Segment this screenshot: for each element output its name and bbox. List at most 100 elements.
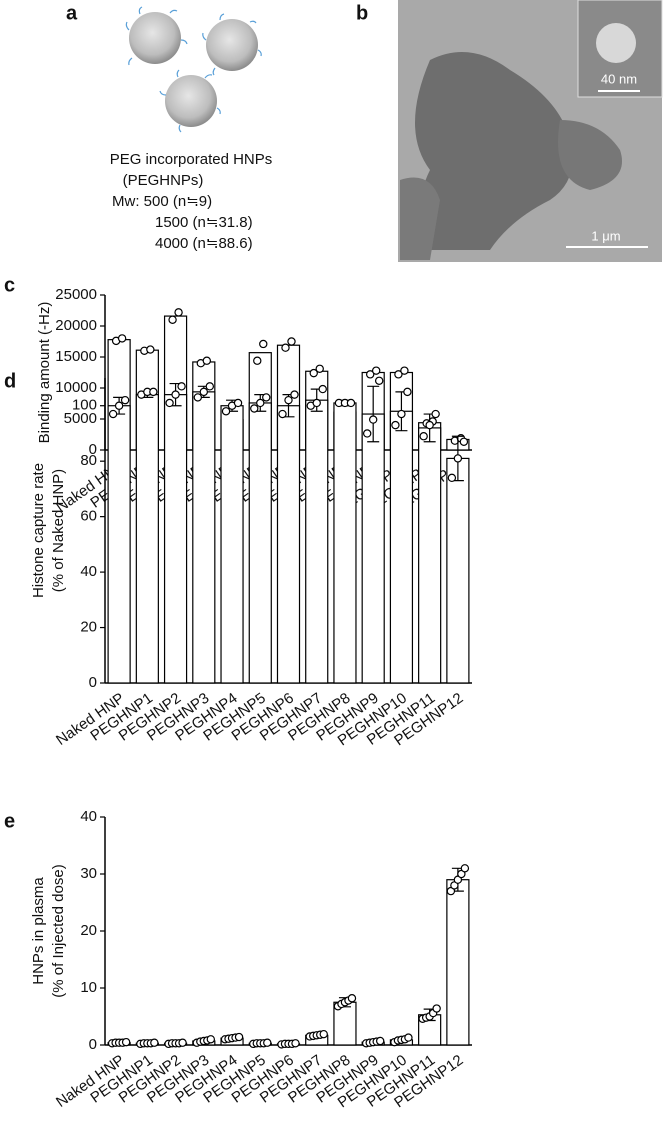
data-point <box>391 420 400 430</box>
scale-label: 40 nm <box>601 71 637 86</box>
y-tick-label: 20000 <box>55 317 97 334</box>
data-point <box>397 409 406 419</box>
bar <box>276 405 301 684</box>
y-tick-label: 15000 <box>55 348 97 365</box>
data-point <box>287 337 296 346</box>
bar <box>220 405 244 684</box>
panel-a-caption: PEG incorporated HNPs (PEGHNPs) Mw: 500 … <box>110 151 273 252</box>
bar <box>135 394 159 684</box>
data-point <box>206 1035 216 1044</box>
y-tick-label: 20 <box>80 922 97 939</box>
data-point <box>233 398 243 408</box>
data-point <box>149 387 158 397</box>
bar <box>361 413 385 684</box>
panel-label: a <box>66 2 78 24</box>
y-tick-label: 0 <box>89 674 97 691</box>
bar <box>389 410 414 684</box>
data-point <box>117 334 127 343</box>
data-point <box>312 398 321 408</box>
bar <box>107 405 131 684</box>
y-tick-label: 60 <box>80 508 97 525</box>
data-point <box>290 390 299 399</box>
data-point <box>253 356 262 365</box>
data-point <box>278 409 287 419</box>
data-point <box>178 1038 187 1047</box>
y-axis-label: (% of Injected dose) <box>50 864 67 997</box>
data-point <box>120 395 130 405</box>
caption-line: 1500 (n≒31.8) <box>155 214 253 231</box>
data-point <box>371 366 381 375</box>
caption-line: (PEGHNPs) <box>123 172 204 189</box>
panel-label: b <box>356 2 368 24</box>
data-point <box>281 343 290 352</box>
bar <box>446 879 470 1046</box>
bar <box>248 402 272 684</box>
data-point <box>315 364 324 373</box>
data-point <box>375 1036 385 1046</box>
data-point <box>453 454 463 463</box>
bar <box>305 399 329 684</box>
data-point <box>394 370 403 379</box>
data-point <box>234 1032 244 1042</box>
data-point <box>165 398 174 408</box>
data-point <box>193 393 203 402</box>
y-tick-label: 80 <box>80 452 97 469</box>
data-point <box>431 409 440 419</box>
bar <box>192 391 216 684</box>
y-tick-label: 0 <box>89 1036 97 1053</box>
data-point <box>404 1033 413 1042</box>
bar <box>163 394 188 684</box>
data-point <box>177 382 186 391</box>
y-tick-label: 0 <box>89 441 97 458</box>
data-point <box>309 368 318 378</box>
y-tick-label: 5000 <box>64 410 97 427</box>
data-point <box>460 864 470 873</box>
bar <box>333 402 357 684</box>
data-point <box>174 308 183 317</box>
panel-label: e <box>4 810 15 832</box>
data-point <box>171 390 180 399</box>
data-point <box>447 473 457 483</box>
data-point <box>150 1038 159 1047</box>
data-point <box>403 387 412 397</box>
caption-line: Mw: 500 (n≒9) <box>112 193 212 210</box>
data-point <box>221 407 231 416</box>
data-point <box>256 398 265 408</box>
data-point <box>263 1038 272 1047</box>
y-tick-label: 10 <box>80 979 97 996</box>
error-bar <box>367 385 380 443</box>
nanoparticles <box>125 6 262 133</box>
y-tick-label: 40 <box>80 808 97 825</box>
panel-label: d <box>4 370 16 392</box>
data-point <box>347 994 357 1003</box>
data-point <box>419 432 428 441</box>
y-axis-label: Histone capture rate <box>30 463 47 598</box>
panel-label: c <box>4 274 15 296</box>
data-point <box>121 1037 131 1047</box>
data-point <box>400 366 409 375</box>
tem-image: 40 nm 1 μm <box>398 0 663 262</box>
data-point <box>368 415 378 424</box>
y-tick-label: 20 <box>80 619 97 636</box>
y-tick-label: 10000 <box>55 379 97 396</box>
data-point <box>202 356 212 365</box>
data-point <box>284 395 293 405</box>
data-point <box>346 398 356 408</box>
data-point <box>205 382 215 391</box>
data-point <box>108 409 118 419</box>
y-axis-label: (% of Naked HNP) <box>50 469 67 592</box>
data-point <box>259 339 268 349</box>
data-point <box>432 1004 441 1013</box>
data-point <box>146 345 155 354</box>
scale-label: 1 μm <box>591 228 620 243</box>
data-point <box>291 1039 300 1048</box>
data-point <box>199 387 209 397</box>
data-point <box>318 384 327 394</box>
data-point <box>114 401 124 410</box>
data-point <box>365 370 375 379</box>
data-point <box>319 1029 328 1039</box>
y-axis-label: Binding amount (-Hz) <box>36 302 53 444</box>
bar <box>418 427 442 684</box>
data-point <box>459 437 469 446</box>
y-tick-label: 30 <box>80 865 97 882</box>
